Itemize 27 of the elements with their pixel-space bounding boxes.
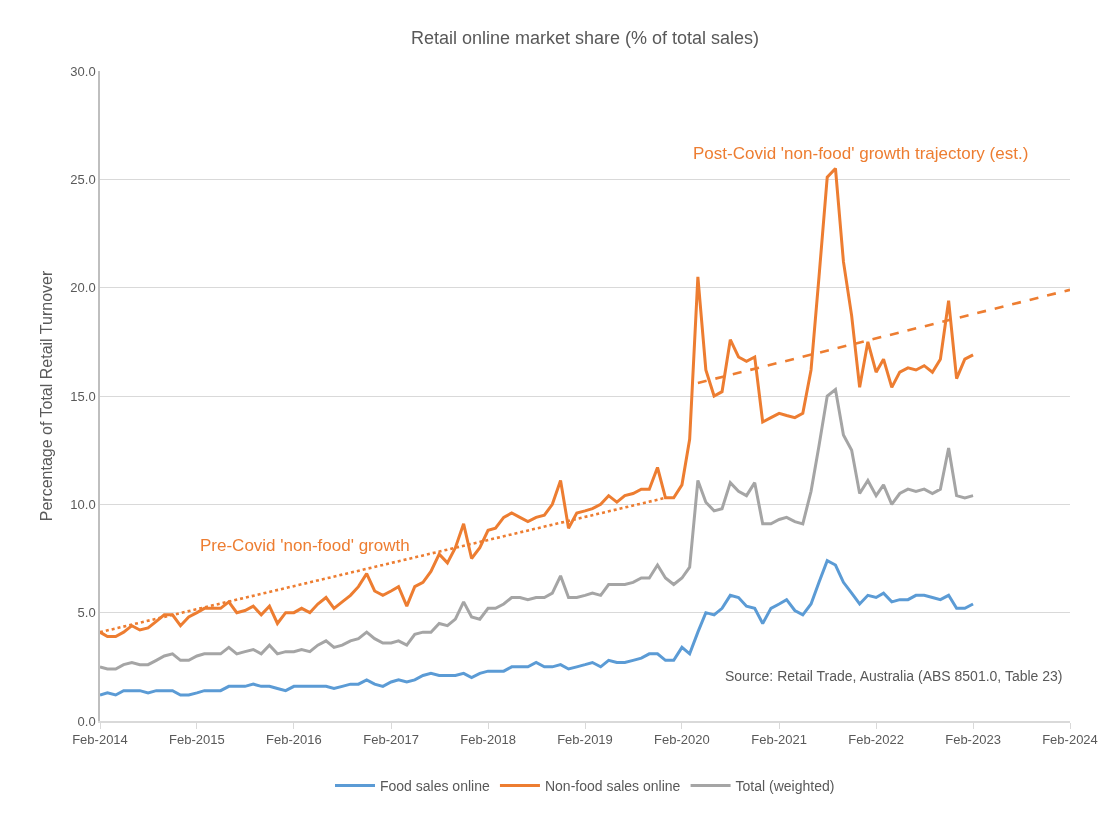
x-tick-label: Feb-2015 — [169, 732, 225, 748]
y-tick-label: 20.0 — [70, 280, 96, 296]
x-tick-label: Feb-2019 — [557, 732, 613, 748]
x-tick-label: Feb-2017 — [363, 732, 419, 748]
legend-label: Non-food sales online — [544, 778, 681, 795]
legend-label: Total (weighted) — [735, 778, 835, 795]
y-tick-label: 15.0 — [70, 388, 96, 404]
annotation: Post-Covid 'non-food' growth trajectory (est.) — [693, 144, 1029, 163]
line-series — [100, 388, 975, 671]
y-tick-label: 0.0 — [77, 713, 96, 729]
annotation: Source: Retail Trade, Australia (ABS 8501.0, Table 23) — [725, 668, 1063, 684]
x-tick-label: Feb-2018 — [460, 732, 516, 748]
y-tick-label: 10.0 — [70, 496, 96, 512]
x-tick-label: Feb-2020 — [654, 732, 710, 748]
x-tick-label: Feb-2016 — [266, 732, 322, 748]
y-tick-label: 30.0 — [70, 63, 96, 79]
y-tick-label: 5.0 — [77, 605, 96, 621]
x-tick-label: Feb-2022 — [848, 732, 904, 748]
chart-title: Retail online market share (% of total sales) — [410, 28, 760, 49]
annotation: Pre-Covid 'non-food' growth — [200, 536, 410, 555]
y-axis-title: Percentage of Total Retail Turnover — [37, 270, 55, 522]
y-tick-label: 25.0 — [70, 171, 96, 187]
x-tick-label: Feb-2014 — [72, 732, 128, 748]
x-tick-label: Feb-2024 — [1042, 732, 1098, 748]
x-tick-label: Feb-2021 — [751, 732, 807, 748]
x-tick-label: Feb-2023 — [945, 732, 1001, 748]
legend-label: Food sales online — [380, 778, 490, 795]
